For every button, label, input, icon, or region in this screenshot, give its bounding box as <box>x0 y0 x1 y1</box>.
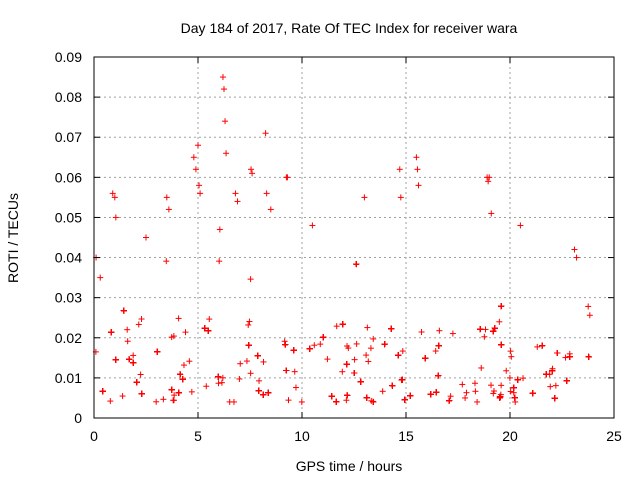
data-point <box>463 389 470 396</box>
data-point <box>203 383 210 390</box>
data-point <box>324 356 331 363</box>
data-point <box>506 374 513 381</box>
data-point <box>471 380 478 387</box>
data-point <box>182 329 189 336</box>
data-point <box>186 358 193 365</box>
data-point <box>496 318 503 325</box>
data-point <box>311 342 318 349</box>
data-point <box>230 398 237 405</box>
data-point <box>130 352 137 359</box>
data-point <box>206 316 213 323</box>
data-point <box>281 338 288 345</box>
grid-lines <box>94 57 614 418</box>
data-point <box>462 394 469 401</box>
data-point <box>298 398 305 405</box>
data-point <box>216 258 223 265</box>
data-point <box>586 312 593 319</box>
data-point <box>188 388 195 395</box>
data-point <box>508 353 515 360</box>
data-point <box>135 321 142 328</box>
data-point <box>353 340 360 347</box>
data-point <box>247 276 254 283</box>
data-point <box>137 371 144 378</box>
data-point <box>317 341 324 348</box>
data-point <box>585 303 592 310</box>
data-point <box>175 315 182 322</box>
data-point <box>474 398 481 405</box>
data-point <box>482 326 489 333</box>
data-point <box>343 397 350 404</box>
data-point <box>418 329 425 336</box>
data-point <box>370 335 377 342</box>
data-point <box>365 358 372 365</box>
data-point <box>218 379 225 386</box>
data-point <box>447 393 454 400</box>
data-point <box>562 354 569 361</box>
data-point <box>153 398 160 405</box>
data-point <box>507 348 514 355</box>
data-point <box>237 360 244 367</box>
data-point <box>552 382 559 389</box>
data-points <box>92 74 593 405</box>
data-point <box>215 380 222 387</box>
data-point <box>333 323 340 330</box>
data-point <box>246 318 253 325</box>
data-point <box>459 381 466 388</box>
data-point <box>260 358 267 365</box>
data-point <box>160 396 167 403</box>
data-point <box>507 388 514 395</box>
data-point <box>245 321 252 328</box>
data-point <box>488 382 495 389</box>
data-point <box>247 370 254 377</box>
data-point <box>379 388 386 395</box>
data-point <box>351 356 358 363</box>
data-point <box>291 368 298 375</box>
data-point <box>285 397 292 404</box>
data-point <box>256 377 263 384</box>
data-point <box>107 398 114 405</box>
data-point <box>345 345 352 352</box>
data-point <box>472 388 479 395</box>
data-point <box>339 368 346 375</box>
data-point <box>534 343 541 350</box>
data-point <box>449 330 456 337</box>
data-point <box>119 393 126 400</box>
data-point <box>498 382 505 389</box>
data-point <box>367 345 374 352</box>
data-point <box>436 327 443 334</box>
data-point <box>124 326 131 333</box>
data-point <box>481 333 488 340</box>
data-point <box>243 358 250 365</box>
data-point <box>180 362 187 369</box>
data-point <box>547 383 554 390</box>
data-point <box>292 384 299 391</box>
data-point <box>168 334 175 341</box>
data-point <box>364 324 371 331</box>
data-point <box>138 315 145 322</box>
data-point <box>478 364 485 371</box>
data-point <box>363 352 370 359</box>
data-point <box>520 375 527 382</box>
data-point <box>503 367 510 374</box>
data-point <box>171 392 178 399</box>
data-point <box>219 374 226 381</box>
data-point <box>163 258 170 265</box>
data-point <box>432 348 439 355</box>
data-point <box>124 338 131 345</box>
data-point <box>399 348 406 355</box>
data-point <box>236 375 243 382</box>
data-point <box>170 397 177 404</box>
